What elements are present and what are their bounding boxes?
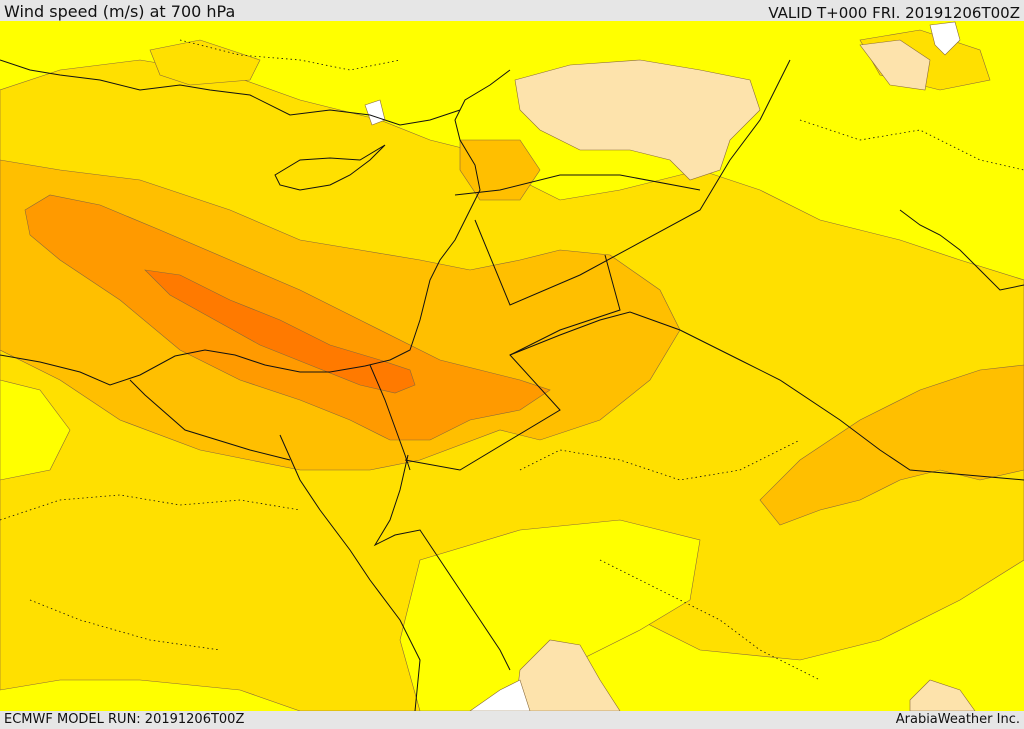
coastline-gulf-persian: [899, 209, 1024, 291]
border-sinai: [369, 364, 411, 471]
map-footer: ECMWF MODEL RUN: 20191206T00Z ArabiaWeat…: [0, 711, 1024, 729]
wind-contour-strong: [24, 194, 551, 441]
wind-contour-calm-south: [514, 639, 621, 711]
wind-contour-calm-north: [514, 59, 761, 181]
wind-contour-fresh-east: [759, 364, 1024, 526]
admin-boundary-6: [29, 599, 221, 651]
map-title: Wind speed (m/s) at 700 hPa: [4, 2, 236, 21]
wind-contour-light-south: [399, 519, 701, 711]
border-jordan: [404, 254, 621, 471]
coastline-mediterranean: [0, 69, 511, 386]
coastline-aqaba-gulf: [373, 454, 511, 671]
wind-contour-light-sw: [0, 379, 71, 481]
admin-boundary-2: [519, 439, 801, 481]
wind-contour-calm-se: [909, 679, 976, 711]
wind-speed-map: [0, 21, 1024, 711]
wind-contour-moderate-north: [149, 39, 261, 86]
red-sea-water: [469, 679, 531, 711]
admin-boundary-3: [179, 39, 401, 71]
valid-time: VALID T+000 FRI. 20191206T00Z: [768, 4, 1020, 22]
wind-contour-very-strong: [144, 269, 416, 394]
model-run: ECMWF MODEL RUN: 20191206T00Z: [4, 712, 245, 727]
coastline-cyprus: [274, 144, 386, 191]
coastline-sinai-gulf: [279, 434, 421, 711]
admin-boundary-1: [0, 494, 301, 521]
border-egypt-libya: [129, 379, 291, 461]
border-iraq-saudi: [509, 311, 1024, 481]
credit: ArabiaWeather Inc.: [895, 712, 1020, 727]
wind-contour-calm-ne: [859, 39, 931, 91]
map-header: Wind speed (m/s) at 700 hPa VALID T+000 …: [0, 0, 1024, 22]
border-syria-iraq: [474, 59, 791, 306]
caspian-water: [929, 21, 961, 56]
coastline-turkey: [0, 59, 461, 126]
border-turkey-syria: [454, 174, 701, 196]
